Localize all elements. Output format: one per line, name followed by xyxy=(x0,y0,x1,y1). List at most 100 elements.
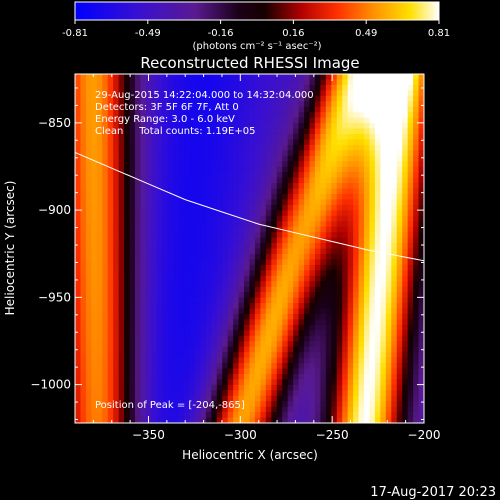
heatmap-cell xyxy=(194,264,201,271)
heatmap-cell xyxy=(75,412,81,418)
heatmap-cell xyxy=(287,79,294,86)
heatmap-cell xyxy=(396,264,403,271)
heatmap-cell xyxy=(358,101,365,108)
heatmap-cell xyxy=(211,123,218,129)
heatmap-cell xyxy=(205,259,212,266)
heatmap-cell xyxy=(140,101,147,108)
heatmap-cell xyxy=(211,79,218,86)
heatmap-cell xyxy=(216,297,223,304)
heatmap-cell xyxy=(96,286,103,293)
heatmap-cell xyxy=(254,243,261,249)
heatmap-cell xyxy=(113,183,120,189)
heatmap-cell xyxy=(276,390,283,397)
heatmap-cell xyxy=(249,330,256,337)
heatmap-cell xyxy=(331,406,338,413)
heatmap-cell xyxy=(211,346,218,353)
heatmap-cell xyxy=(238,193,245,200)
heatmap-cell xyxy=(205,264,212,271)
heatmap-cell xyxy=(85,166,92,173)
heatmap-cell xyxy=(282,286,289,293)
heatmap-cell xyxy=(124,112,130,119)
heatmap-cell xyxy=(418,390,424,397)
heatmap-cell xyxy=(396,166,403,173)
solar-limb-line xyxy=(75,152,424,262)
heatmap-cell xyxy=(216,281,223,288)
heatmap-cell xyxy=(227,373,234,380)
heatmap-cell xyxy=(314,232,321,238)
heatmap-cell xyxy=(238,281,245,288)
heatmap-cell xyxy=(151,139,158,146)
heatmap-cell xyxy=(418,199,424,206)
heatmap-cell xyxy=(309,363,316,369)
heatmap-cell xyxy=(413,117,419,124)
heatmap-cell xyxy=(407,341,414,348)
heatmap-cell xyxy=(276,401,283,408)
heatmap-cell xyxy=(320,177,327,184)
heatmap-cell xyxy=(347,401,354,408)
heatmap-cell xyxy=(358,139,365,146)
heatmap-cell xyxy=(391,133,398,140)
heatmap-cell xyxy=(216,308,223,315)
heatmap-cell xyxy=(314,215,321,222)
heatmap-cell xyxy=(80,286,87,293)
heatmap-cell xyxy=(184,221,190,228)
heatmap-cell xyxy=(396,79,403,86)
heatmap-cell xyxy=(124,368,130,375)
heatmap-cell xyxy=(134,264,141,271)
heatmap-cell xyxy=(102,346,109,353)
heatmap-cell xyxy=(244,166,250,173)
heatmap-cell xyxy=(238,352,245,358)
heatmap-cell xyxy=(151,357,158,364)
heatmap-cell xyxy=(80,95,87,102)
heatmap-cell xyxy=(396,84,403,91)
heatmap-cell xyxy=(374,199,381,206)
heatmap-cell xyxy=(238,308,245,315)
heatmap-cell xyxy=(254,395,261,402)
heatmap-cell xyxy=(402,117,409,124)
heatmap-cell xyxy=(342,188,349,195)
heatmap-cell xyxy=(227,95,234,102)
heatmap-cell xyxy=(102,357,109,364)
heatmap-cell xyxy=(260,352,267,358)
heatmap-cell xyxy=(91,390,98,397)
heatmap-cell xyxy=(287,199,294,206)
heatmap-cell xyxy=(331,133,338,140)
heatmap-cell xyxy=(314,243,321,249)
heatmap-cell xyxy=(102,232,109,238)
heatmap-cell xyxy=(391,84,398,91)
heatmap-cell xyxy=(364,139,370,146)
heatmap-cell xyxy=(96,324,103,331)
heatmap-cell xyxy=(80,346,87,353)
peak-position-label: Position of Peak = [-204,-865] xyxy=(95,400,245,411)
heatmap-cell xyxy=(276,139,283,146)
heatmap-cell xyxy=(216,248,223,255)
heatmap-cell xyxy=(216,188,223,195)
heatmap-cell xyxy=(91,401,98,408)
heatmap-cell xyxy=(238,204,245,211)
heatmap-cell xyxy=(200,324,207,331)
heatmap-cell xyxy=(134,243,141,249)
heatmap-cell xyxy=(244,259,250,266)
heatmap-cell xyxy=(205,161,212,168)
heatmap-cell xyxy=(276,292,283,298)
heatmap-cell xyxy=(380,101,387,108)
heatmap-cell xyxy=(113,308,120,315)
heatmap-cell xyxy=(118,133,125,140)
heatmap-cell xyxy=(309,95,316,102)
heatmap-cell xyxy=(282,215,289,222)
heatmap-cell xyxy=(85,401,92,408)
heatmap-cell xyxy=(102,259,109,266)
heatmap-cell xyxy=(178,215,185,222)
heatmap-cell xyxy=(304,166,310,173)
heatmap-cell xyxy=(385,133,392,140)
heatmap-cell xyxy=(129,253,136,260)
heatmap-cell xyxy=(391,204,398,211)
heatmap-cell xyxy=(107,226,114,233)
heatmap-cell xyxy=(418,270,424,277)
heatmap-cell xyxy=(298,101,305,108)
heatmap-cell xyxy=(85,101,92,108)
heatmap-cell xyxy=(162,330,169,337)
heatmap-cell xyxy=(222,341,229,348)
heatmap-cell xyxy=(407,292,414,298)
heatmap-cell xyxy=(314,248,321,255)
